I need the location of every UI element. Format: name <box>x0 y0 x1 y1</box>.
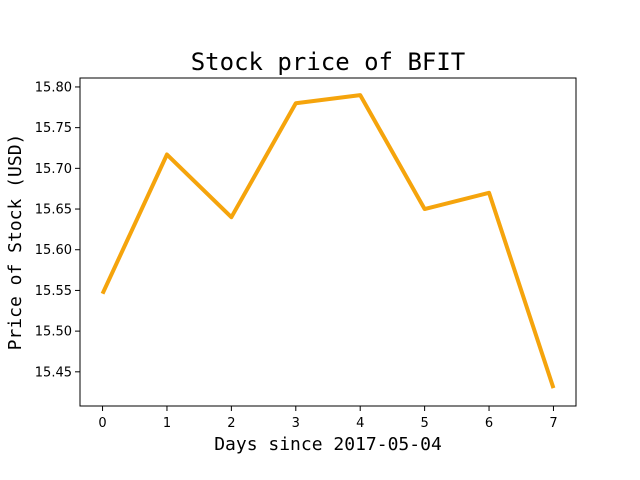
y-tick-label: 15.55 <box>35 284 72 299</box>
x-tick-label: 0 <box>98 416 106 431</box>
plot-frame <box>79 77 577 407</box>
x-axis: 0 1 2 3 4 5 6 7 <box>98 406 558 431</box>
y-tick-label: 15.65 <box>35 203 72 218</box>
x-tick-label: 7 <box>549 416 557 431</box>
x-tick-label: 4 <box>356 416 364 431</box>
series-line <box>100 93 556 389</box>
y-axis: 15.45 15.50 15.55 15.60 15.65 15.70 15.75 15.80 <box>35 80 80 380</box>
y-tick-label: 15.75 <box>35 121 72 136</box>
y-tick-label: 15.80 <box>35 80 72 95</box>
x-tick-label: 1 <box>163 416 171 431</box>
y-tick-label: 15.60 <box>35 243 72 258</box>
series-layer <box>100 93 556 389</box>
y-tick-label: 15.70 <box>35 162 72 177</box>
y-axis-label: Price of Stock (USD) <box>5 134 26 351</box>
x-tick-label: 3 <box>292 416 300 431</box>
x-axis-label: Days since 2017-05-04 <box>214 434 442 455</box>
y-tick-label: 15.45 <box>35 365 72 380</box>
x-tick-label: 6 <box>485 416 493 431</box>
chart-title: Stock price of BFIT <box>191 48 466 76</box>
x-tick-label: 2 <box>227 416 235 431</box>
y-tick-label: 15.50 <box>35 325 72 340</box>
x-tick-label: 5 <box>420 416 428 431</box>
